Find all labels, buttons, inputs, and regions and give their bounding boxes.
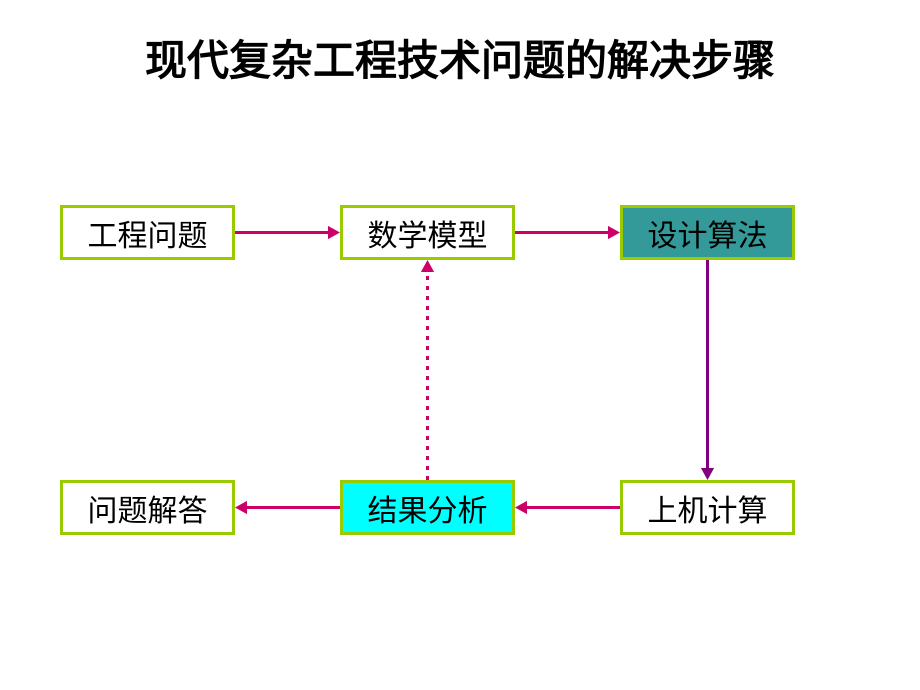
- node-compute: 上机计算: [620, 480, 795, 535]
- node-answer: 问题解答: [60, 480, 235, 535]
- node-eng: 工程问题: [60, 205, 235, 260]
- node-model: 数学模型: [340, 205, 515, 260]
- flowchart-edges: [0, 0, 920, 690]
- page-title: 现代复杂工程技术问题的解决步骤: [0, 35, 920, 90]
- node-algo: 设计算法: [620, 205, 795, 260]
- node-result: 结果分析: [340, 480, 515, 535]
